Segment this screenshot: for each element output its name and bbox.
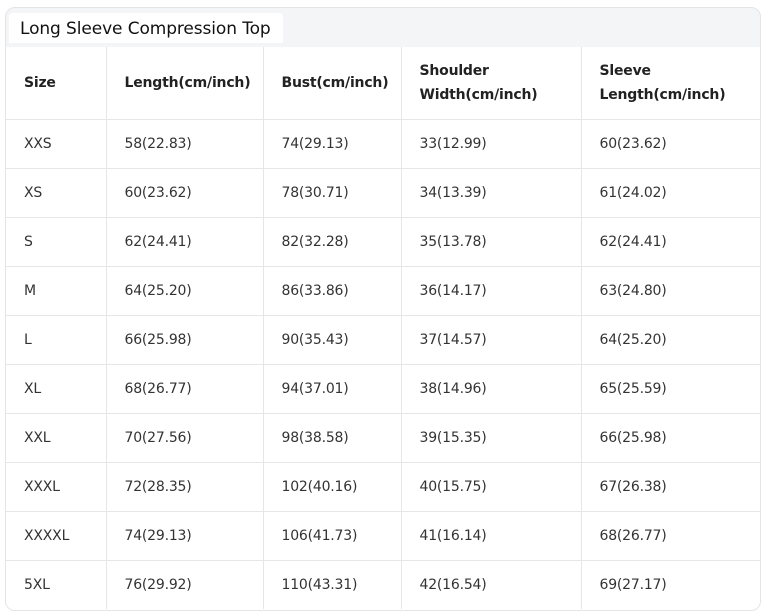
table-row: S 62(24.41) 82(32.28) 35(13.78) 62(24.41… [6,217,760,267]
shoulder-width-cell: 34(13.39) [400,168,582,218]
sleeve-length-cell: 61(24.02) [580,168,760,218]
column-header-bust: Bust(cm/inch) [262,47,402,120]
column-header-size: Size [6,47,107,120]
bust-cell: 110(43.31) [262,560,402,609]
size-cell: XL [6,364,107,414]
length-cell: 60(23.62) [105,168,264,218]
size-cell: XXS [6,119,107,169]
column-header-sleeve-length: Sleeve Length(cm/inch) [580,47,760,120]
length-cell: 68(26.77) [105,364,264,414]
table-row: XXL 70(27.56) 98(38.58) 39(15.35) 66(25.… [6,413,760,463]
length-cell: 64(25.20) [105,266,264,316]
bust-cell: 102(40.16) [262,462,402,512]
table-row: 5XL 76(29.92) 110(43.31) 42(16.54) 69(27… [6,560,760,609]
sleeve-length-cell: 63(24.80) [580,266,760,316]
bust-cell: 98(38.58) [262,413,402,463]
bust-cell: 90(35.43) [262,315,402,365]
sleeve-length-cell: 67(26.38) [580,462,760,512]
size-cell: 5XL [6,560,107,609]
length-cell: 58(22.83) [105,119,264,169]
sleeve-length-cell: 62(24.41) [580,217,760,267]
sleeve-length-cell: 65(25.59) [580,364,760,414]
size-cell: XS [6,168,107,218]
table-row: XXXXL 74(29.13) 106(41.73) 41(16.14) 68(… [6,511,760,561]
sleeve-length-cell: 69(27.17) [580,560,760,609]
shoulder-width-cell: 38(14.96) [400,364,582,414]
sleeve-length-cell: 68(26.77) [580,511,760,561]
shoulder-width-cell: 39(15.35) [400,413,582,463]
size-cell: M [6,266,107,316]
table-row: XXS 58(22.83) 74(29.13) 33(12.99) 60(23.… [6,119,760,169]
sleeve-length-cell: 60(23.62) [580,119,760,169]
size-cell: XXXXL [6,511,107,561]
bust-cell: 82(32.28) [262,217,402,267]
shoulder-width-cell: 42(16.54) [400,560,582,609]
column-header-length: Length(cm/inch) [105,47,264,120]
size-cell: XXL [6,413,107,463]
bust-cell: 78(30.71) [262,168,402,218]
bust-cell: 86(33.86) [262,266,402,316]
shoulder-width-cell: 33(12.99) [400,119,582,169]
table-row: XXXL 72(28.35) 102(40.16) 40(15.75) 67(2… [6,462,760,512]
column-header-shoulder-width: Shoulder Width(cm/inch) [400,47,582,120]
size-chart-title: Long Sleeve Compression Top [9,13,283,43]
shoulder-width-cell: 37(14.57) [400,315,582,365]
sleeve-length-cell: 66(25.98) [580,413,760,463]
bust-cell: 94(37.01) [262,364,402,414]
size-cell: L [6,315,107,365]
length-cell: 62(24.41) [105,217,264,267]
size-chart-table: Size Length(cm/inch) Bust(cm/inch) Shoul… [6,47,760,609]
size-chart-table-container: Size Length(cm/inch) Bust(cm/inch) Shoul… [6,47,760,610]
shoulder-width-cell: 36(14.17) [400,266,582,316]
shoulder-width-cell: 41(16.14) [400,511,582,561]
length-cell: 70(27.56) [105,413,264,463]
size-cell: S [6,217,107,267]
bust-cell: 74(29.13) [262,119,402,169]
bust-cell: 106(41.73) [262,511,402,561]
length-cell: 76(29.92) [105,560,264,609]
table-row: XS 60(23.62) 78(30.71) 34(13.39) 61(24.0… [6,168,760,218]
size-cell: XXXL [6,462,107,512]
size-chart-body: XXS 58(22.83) 74(29.13) 33(12.99) 60(23.… [6,119,760,609]
table-row: XL 68(26.77) 94(37.01) 38(14.96) 65(25.5… [6,364,760,414]
table-row: L 66(25.98) 90(35.43) 37(14.57) 64(25.20… [6,315,760,365]
table-row: M 64(25.20) 86(33.86) 36(14.17) 63(24.80… [6,266,760,316]
length-cell: 74(29.13) [105,511,264,561]
table-header-row: Size Length(cm/inch) Bust(cm/inch) Shoul… [6,47,760,120]
shoulder-width-cell: 35(13.78) [400,217,582,267]
length-cell: 66(25.98) [105,315,264,365]
size-chart-card: Long Sleeve Compression Top Size Length(… [5,7,761,611]
sleeve-length-cell: 64(25.20) [580,315,760,365]
length-cell: 72(28.35) [105,462,264,512]
shoulder-width-cell: 40(15.75) [400,462,582,512]
